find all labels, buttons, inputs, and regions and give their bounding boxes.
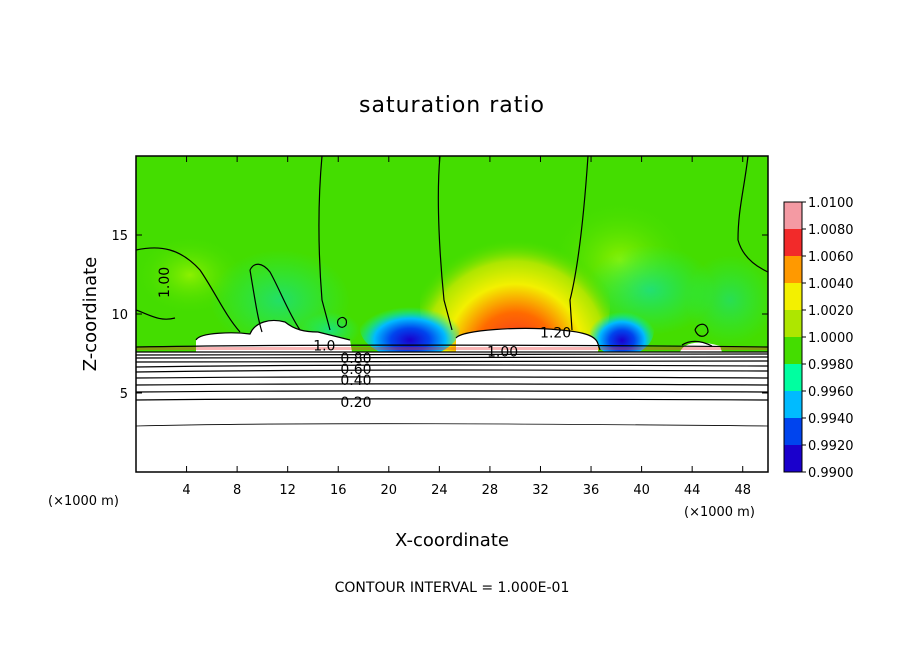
contour-label: 0.60 [340,362,371,378]
x-tick-label: 40 [633,483,650,498]
contour-labels: 1.00 1.20 1.00 1.0 0.800.600.40 0.20 [157,267,571,411]
x-tick-label: 28 [482,483,499,498]
colorbar-label: 1.0040 [808,277,854,292]
colorbar-label: 0.9960 [808,385,854,400]
colorbar-label: 1.0000 [808,331,854,346]
colorbar-label: 1.0100 [808,196,854,211]
chart-title: saturation ratio [359,93,545,118]
y-axis-ticks: 5 10 15 [111,229,768,402]
y-tick-label: 5 [120,387,128,402]
y-tick-label: 10 [111,308,128,323]
contour-label: 1.00 [487,345,518,361]
colorbar-swatch [784,445,802,473]
x-tick-label: 20 [381,483,398,498]
colorbar-label: 0.9980 [808,358,854,373]
contour-lines [136,156,768,427]
y-tick-label: 15 [111,229,128,244]
colorbar-swatch [784,283,802,311]
colorbar-swatch [784,310,802,338]
x-unit-left: (×1000 m) [48,494,119,509]
contour-label: 1.00 [157,267,173,298]
colorbar-swatch [784,418,802,446]
colorbar: 1.0100 1.0080 1.0060 1.0040 1.0020 1.0000 0.99… [783,196,854,481]
contour-label: 0.80 [340,351,371,367]
colorbar-label: 0.9920 [808,439,854,454]
x-tick-label: 16 [330,483,347,498]
colorbar-swatch [784,337,802,365]
x-tick-label: 44 [684,483,701,498]
x-unit-right: (×1000 m) [684,505,755,520]
colorbar-label: 1.0080 [808,223,854,238]
contour-label: 1.20 [540,326,571,342]
y-axis-label: Z-coordinate [80,257,101,372]
contour-label: 0.40 [340,373,371,389]
colorbar-swatch [784,364,802,392]
x-tick-label: 36 [583,483,600,498]
x-tick-label: 32 [532,483,549,498]
contour-label: 0.20 [340,395,371,411]
x-tick-label: 12 [279,483,296,498]
contour-label: 1.0 [313,338,335,354]
colorbar-label: 0.9900 [808,466,854,481]
colorbar-label: 1.0060 [808,250,854,265]
colorbar-swatch [784,256,802,284]
colorbar-swatch [784,391,802,419]
colorbar-label: 1.0020 [808,304,854,319]
x-tick-label: 4 [182,483,190,498]
colorbar-label: 0.9940 [808,412,854,427]
x-tick-label: 24 [431,483,448,498]
x-axis-ticks: 4 8 12 16 20 24 28 32 36 40 44 48 [182,156,751,498]
x-axis-label: X-coordinate [395,530,509,551]
colorbar-swatch [784,229,802,257]
x-tick-label: 8 [233,483,241,498]
colorbar-swatch [784,202,802,230]
contour-interval-note: CONTOUR INTERVAL = 1.000E-01 [335,580,570,596]
x-tick-label: 48 [734,483,751,498]
